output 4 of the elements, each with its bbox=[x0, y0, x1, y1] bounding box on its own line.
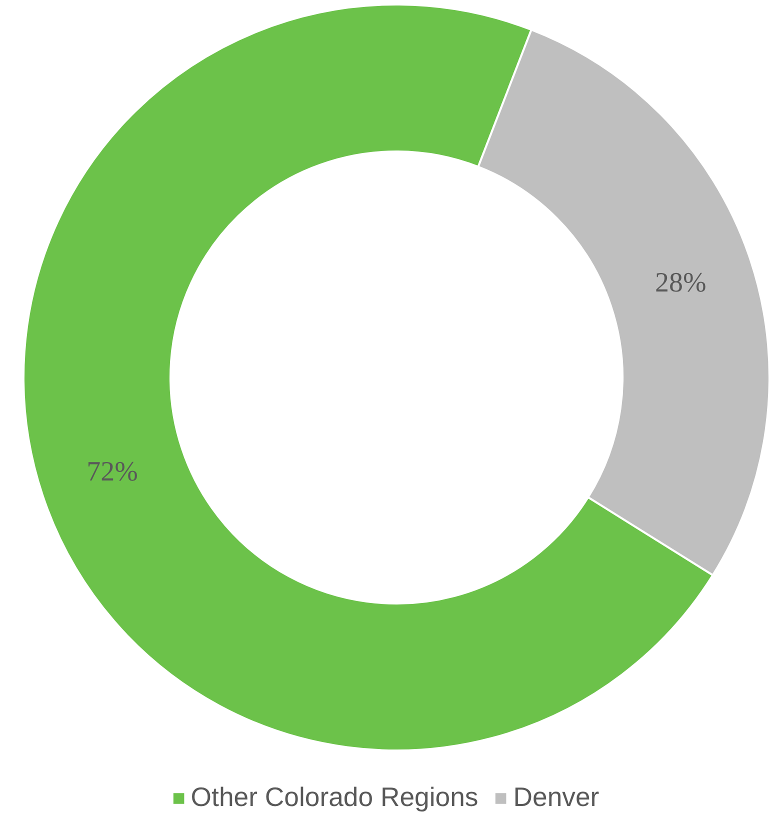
legend-label: Other Colorado Regions bbox=[190, 782, 478, 813]
data-label: 28% bbox=[655, 267, 706, 298]
data-label: 72% bbox=[86, 456, 138, 488]
legend-label: Denver bbox=[513, 782, 600, 813]
